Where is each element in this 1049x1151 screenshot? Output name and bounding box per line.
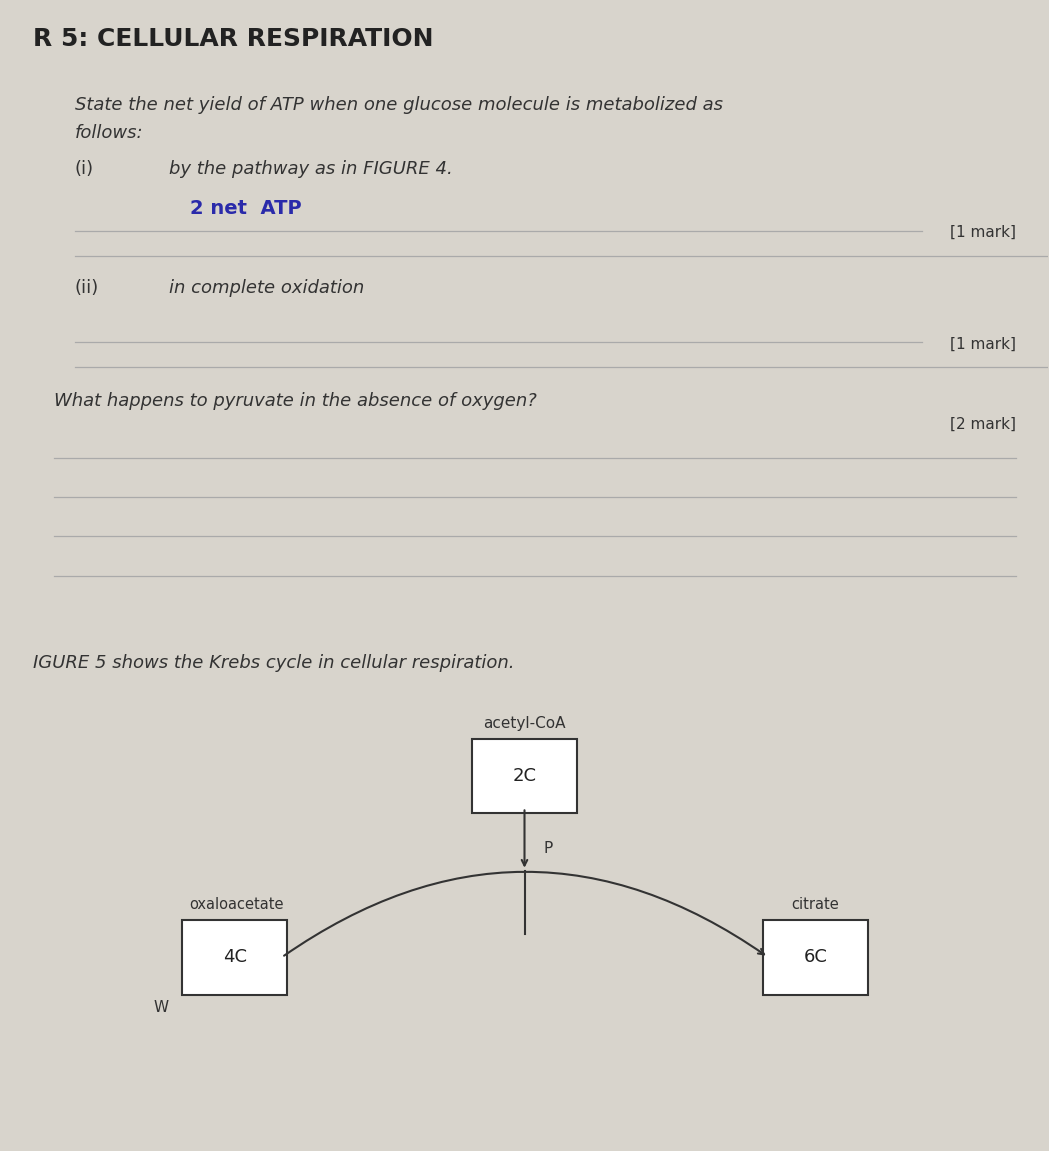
Text: (i): (i) (74, 160, 93, 178)
Text: IGURE 5 shows the Krebs cycle in cellular respiration.: IGURE 5 shows the Krebs cycle in cellula… (33, 654, 514, 671)
FancyBboxPatch shape (183, 920, 287, 994)
Text: W: W (153, 1000, 169, 1015)
Text: State the net yield of ATP when one glucose molecule is metabolized as: State the net yield of ATP when one gluc… (74, 96, 723, 114)
Text: What happens to pyruvate in the absence of oxygen?: What happens to pyruvate in the absence … (53, 391, 536, 410)
Text: citrate: citrate (792, 897, 839, 912)
Text: [1 mark]: [1 mark] (950, 337, 1016, 352)
Text: P: P (543, 841, 553, 856)
Text: [2 mark]: [2 mark] (950, 417, 1016, 432)
Text: [1 mark]: [1 mark] (950, 226, 1016, 241)
Text: 6C: 6C (804, 948, 828, 967)
Text: (ii): (ii) (74, 280, 99, 297)
Text: in complete oxidation: in complete oxidation (169, 280, 364, 297)
FancyBboxPatch shape (472, 739, 577, 814)
Text: 2C: 2C (513, 767, 536, 785)
Text: R 5: CELLULAR RESPIRATION: R 5: CELLULAR RESPIRATION (33, 26, 433, 51)
Text: 4C: 4C (222, 948, 247, 967)
Text: follows:: follows: (74, 124, 144, 143)
Text: oxaloacetate: oxaloacetate (190, 897, 284, 912)
Text: acetyl-CoA: acetyl-CoA (484, 716, 565, 731)
FancyBboxPatch shape (763, 920, 868, 994)
Text: 2 net  ATP: 2 net ATP (190, 199, 301, 218)
Text: by the pathway as in FIGURE 4.: by the pathway as in FIGURE 4. (169, 160, 452, 178)
